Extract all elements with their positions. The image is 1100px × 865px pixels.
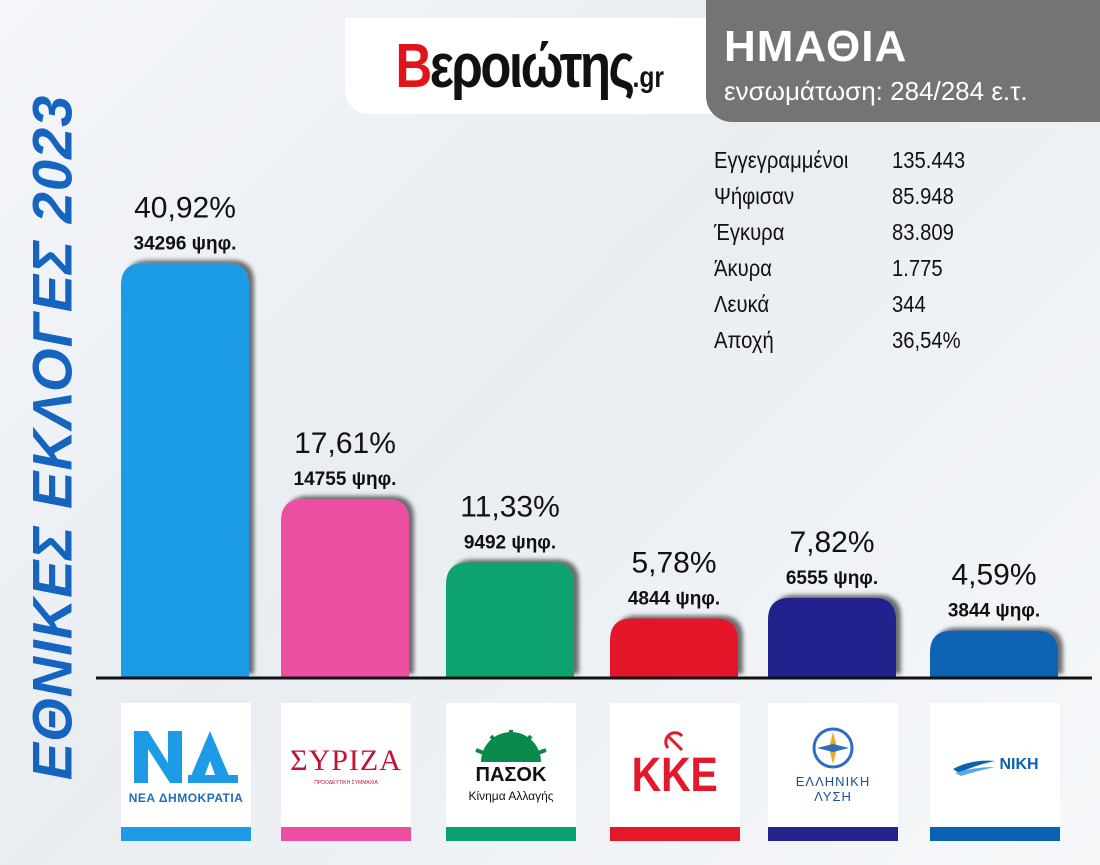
- elliniki-logo-subtext: ΛΥΣΗ: [814, 789, 852, 804]
- nd-logo-text: ΝΕΑ ΔΗΜΟΚΡΑΤΙΑ: [128, 791, 244, 805]
- party-logo-elliniki-lysi: ΕΛΛΗΝΙΚΗ ΛΥΣΗ: [768, 703, 898, 841]
- bar-percent-label: 40,92%: [134, 191, 236, 224]
- brand-logo-domain: .gr: [632, 60, 665, 94]
- brand-logo-text: Β εροιώτης .gr: [396, 31, 664, 102]
- region-header: ΗΜΑΘΙΑ ενσωμάτωση: 284/284 ε.τ.: [706, 0, 1100, 122]
- kke-logo-text: ΚΚΕ: [631, 749, 719, 802]
- bar-0: [121, 263, 249, 677]
- region-name: ΗΜΑΘΙΑ: [724, 22, 908, 71]
- stat-value: 135.443: [892, 146, 966, 173]
- party-logo-niki: ΝΙΚΗ: [930, 703, 1060, 841]
- bar-5: [930, 630, 1058, 677]
- bar-votes-label: 34296 ψηφ.: [134, 233, 237, 254]
- elliniki-logo-text: ΕΛΛΗΝΙΚΗ: [795, 774, 871, 789]
- party-logo-kke: ΚΚΕ: [610, 703, 740, 841]
- bar-percent-label: 11,33%: [460, 490, 560, 523]
- stat-value: 85.948: [892, 182, 954, 209]
- bar-percent-label: 5,78%: [631, 547, 716, 580]
- stat-label: Λευκά: [714, 290, 770, 317]
- nd-logo-icon: [134, 731, 238, 783]
- bar-votes-label: 6555 ψηφ.: [786, 568, 878, 589]
- bar-votes-label: 14755 ψηφ.: [294, 469, 397, 490]
- niki-logo-text: ΝΙΚΗ: [999, 756, 1039, 773]
- niki-wings-icon: [953, 760, 996, 776]
- bar-2: [446, 562, 574, 677]
- party-logo-syriza: ΣΥΡΙΖΑ ΠΡΟΟΔΕΥΤΙΚΗ ΣΥΜΜΑΧΙΑ: [281, 703, 411, 841]
- stat-label: Ψήφισαν: [714, 182, 795, 209]
- stat-value: 344: [892, 290, 926, 317]
- syriza-logo-subtext: ΠΡΟΟΔΕΥΤΙΚΗ ΣΥΜΜΑΧΙΑ: [314, 780, 378, 786]
- bar-votes-label: 9492 ψηφ.: [464, 532, 556, 553]
- stat-row-registered: Εγγεγραμμένοι 135.443: [714, 142, 975, 178]
- stat-row-abstention: Αποχή 36,54%: [714, 322, 975, 358]
- bar-percent-label: 17,61%: [294, 427, 396, 460]
- bar-3: [610, 618, 738, 677]
- stat-value: 36,54%: [892, 326, 961, 353]
- bar-1: [281, 498, 409, 677]
- stat-value: 83.809: [892, 218, 954, 245]
- party-logo-nd: ΝΕΑ ΔΗΜΟΚΡΑΤΙΑ: [121, 703, 251, 841]
- stat-label: Άκυρα: [714, 254, 772, 281]
- hammer-sickle-icon: [664, 731, 684, 752]
- brand-logo: Β εροιώτης .gr: [345, 18, 715, 114]
- syriza-logo-text: ΣΥΡΙΖΑ: [290, 744, 402, 777]
- pasok-sun-icon: [475, 729, 547, 762]
- bar-4: [768, 597, 896, 677]
- stat-row-blank: Λευκά 344: [714, 286, 975, 322]
- pasok-logo-text: ΠΑΣΟΚ: [475, 763, 547, 786]
- bar-votes-label: 4844 ψηφ.: [628, 589, 720, 610]
- bar-percent-label: 7,82%: [789, 526, 874, 559]
- stat-label: Αποχή: [714, 326, 774, 353]
- stat-row-invalid: Άκυρα 1.775: [714, 250, 975, 286]
- bar-percent-label: 4,59%: [951, 559, 1036, 592]
- bar-votes-label: 3844 ψηφ.: [948, 601, 1040, 622]
- brand-logo-initial: Β: [395, 31, 433, 101]
- stat-row-valid: Έγκυρα 83.809: [714, 214, 975, 250]
- party-logo-pasok: ΠΑΣΟΚ Κίνημα Αλλαγής: [446, 703, 576, 841]
- stat-value: 1.775: [892, 254, 943, 281]
- stat-row-voted: Ψήφισαν 85.948: [714, 178, 975, 214]
- stats-table: Εγγεγραμμένοι 135.443 Ψήφισαν 85.948 Έγκ…: [714, 142, 975, 358]
- stat-label: Έγκυρα: [714, 218, 785, 245]
- region-integration: ενσωμάτωση: 284/284 ε.τ.: [724, 76, 1028, 106]
- brand-logo-word: εροιώτης: [430, 31, 635, 101]
- stat-label: Εγγεγραμμένοι: [714, 146, 849, 173]
- pasok-logo-subtext: Κίνημα Αλλαγής: [468, 788, 554, 803]
- compass-icon: [812, 727, 854, 769]
